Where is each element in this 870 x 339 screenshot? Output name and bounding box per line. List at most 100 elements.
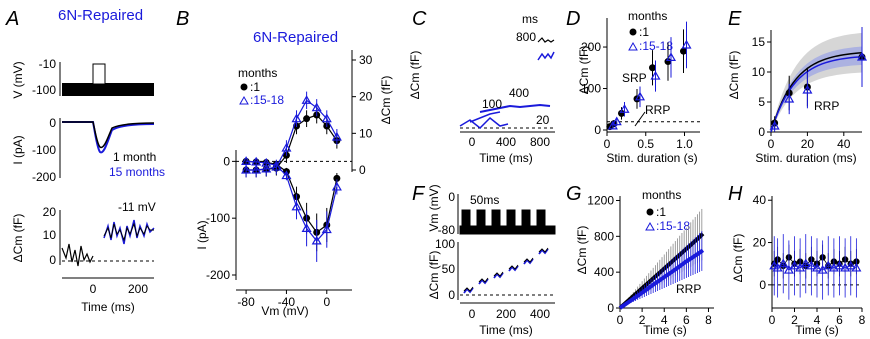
cm-trace-pre — [61, 243, 94, 267]
b-legend-marker-2 — [239, 95, 249, 105]
d-data-point — [650, 70, 661, 80]
x-tick-label: 0 — [604, 137, 611, 151]
panel-e-letter: E — [728, 8, 742, 30]
cm-tick-label: 0 — [49, 253, 56, 267]
x-tick-label: -80 — [237, 295, 255, 309]
e-marks — [769, 27, 868, 133]
g-legend-title: months — [642, 188, 681, 202]
h-data-point — [817, 264, 828, 274]
panel-d-letter: D — [566, 8, 580, 30]
h-data-point — [823, 260, 834, 270]
f-step-trace — [523, 258, 534, 265]
y-tick-label: 0 — [759, 278, 766, 292]
i-tick-label: -100 — [32, 143, 56, 157]
y-tick-label: 0 — [758, 125, 765, 139]
y-tick-label: -200 — [206, 268, 230, 282]
y-tick-label: 400 — [594, 265, 614, 279]
b-data-point — [301, 223, 312, 233]
f-step-trace — [538, 247, 549, 253]
x-tick-label: 8 — [859, 313, 866, 327]
h-axes: 40 20 0 0 2 4 6 8 — [753, 193, 866, 327]
e-label-rrp: RRP — [814, 99, 839, 113]
y-tick-label: 0 — [607, 301, 614, 315]
g-legend-item-2: :15-18 — [656, 219, 690, 233]
y-tick-label: 20 — [753, 236, 767, 250]
voltage-step-pulse — [92, 63, 106, 85]
c-trace-400 — [479, 103, 551, 113]
b-data-point — [281, 142, 292, 152]
d-data-point — [619, 104, 630, 113]
voltage-command-trace — [62, 83, 154, 96]
b-legend-item-2: :15-18 — [250, 93, 284, 107]
e-fit-line-2 — [770, 55, 863, 133]
h-data-point — [834, 260, 845, 270]
e-data-point — [856, 51, 868, 61]
f-step-trace — [463, 287, 474, 294]
y-tick-label: 100 — [581, 82, 601, 96]
x-tick-label: 0 — [768, 137, 775, 151]
b-data-point — [331, 181, 342, 191]
y-tick-label: 800 — [594, 229, 614, 243]
y-tick-label: 15 — [752, 35, 766, 49]
x-tick-label: 4 — [814, 313, 821, 327]
panel-b: B 6N-Repaired months :1 :15-18 I (pA) ΔC… — [176, 8, 393, 318]
d-axes: 200 100 00 0.5 1.0 — [581, 18, 700, 151]
b-data-point — [261, 163, 272, 173]
y-tick-label: 0 — [223, 154, 230, 168]
g-x-axis-label: Time (s) — [643, 323, 687, 337]
y-tick-label: 0 — [359, 163, 366, 177]
c-unit-label: ms — [522, 12, 538, 26]
d-legend-item-2: :15-18 — [639, 39, 673, 53]
e-x-axis-label: Stim. duration (ms) — [755, 151, 856, 165]
d-data-point — [680, 47, 687, 55]
h-marks — [769, 234, 862, 300]
h-data-point — [800, 258, 811, 268]
f-annotation: 50ms — [470, 193, 499, 207]
c-trace-label-400: 400 — [509, 86, 529, 100]
f-step-trace — [538, 248, 549, 255]
g-label-rrp: RRP — [676, 282, 701, 296]
d-legend-title: months — [628, 9, 667, 23]
x-tick-label: 4 — [661, 313, 668, 327]
i-tick-label: 0 — [49, 116, 56, 130]
d-legend-marker-2 — [628, 41, 638, 51]
c-trace-100 — [469, 111, 501, 123]
f-cm-tick-label: 0 — [448, 288, 455, 302]
y-tick-label: 10 — [359, 126, 373, 140]
c-x-tick-label: 800 — [530, 135, 550, 149]
legend-15-months: 15 months — [109, 165, 165, 179]
b-data-point — [331, 131, 342, 141]
v-tick-label: -100 — [32, 83, 56, 97]
panel-e: E ΔCm (fF) Stim. duration (ms) RRP 15 10 5… — [727, 8, 868, 165]
y-tick-label: 1200 — [587, 193, 614, 207]
x-tick-label: -40 — [278, 295, 296, 309]
c-trace-label-800: 800 — [516, 30, 536, 44]
b-marks — [241, 91, 342, 262]
v-tick-label: -10 — [39, 57, 57, 71]
g-axis-label: ΔCm (fF) — [575, 226, 589, 275]
b-left-axis-label: I (pA) — [195, 220, 209, 249]
d-data-point — [611, 116, 622, 126]
f-v-tick-label: -80 — [438, 223, 456, 237]
x-tick-label: 8 — [705, 313, 712, 327]
f-step-trace — [508, 264, 519, 270]
current-trace-1-month — [62, 121, 155, 149]
panel-f-letter: F — [412, 183, 426, 205]
b-data-point — [291, 113, 302, 123]
x-tick-label: 2 — [791, 313, 798, 327]
a-x-tick-label: 200 — [128, 282, 148, 296]
b-series-line — [246, 160, 338, 242]
f-cm-axis-label: ΔCm (fF) — [427, 251, 441, 300]
d-marks — [606, 21, 692, 131]
cm-trace-post-1-month — [103, 222, 154, 242]
c-x-axis-label: Time (ms) — [479, 151, 533, 165]
c-trace-20 — [459, 116, 509, 130]
x-tick-label: 6 — [683, 313, 690, 327]
g-marks — [618, 208, 705, 310]
f-step-trace — [463, 286, 474, 292]
e-data-point — [769, 120, 780, 130]
c-x-tick-label: 400 — [496, 135, 516, 149]
d-legend-marker-1 — [629, 28, 637, 36]
x-tick-label: 0 — [617, 313, 624, 327]
h-x-axis-label: Time (s) — [795, 323, 839, 337]
